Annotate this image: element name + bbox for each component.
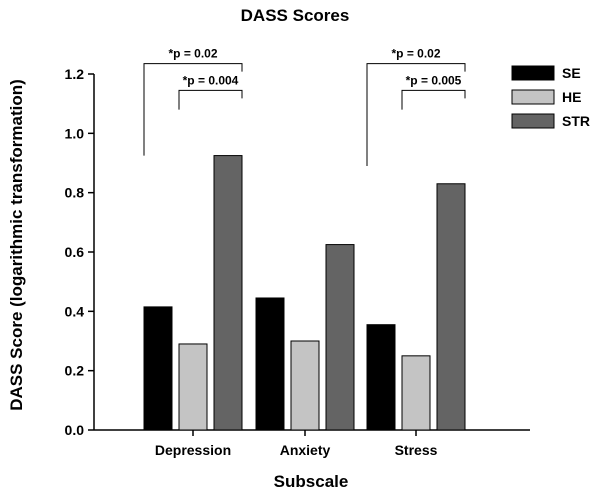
- significance-bracket: [178, 89, 243, 110]
- y-axis-label: DASS Score (logarithmic transformation): [7, 79, 26, 411]
- legend: SE HE STR: [511, 65, 590, 129]
- y-tick-label: 0.0: [65, 422, 85, 438]
- chart-title: DASS Scores: [241, 6, 350, 25]
- y-tick-label: 0.4: [65, 303, 85, 319]
- bar-str-stress: [436, 183, 466, 431]
- y-tick-label: 1.0: [65, 125, 85, 141]
- legend-label-se: SE: [562, 65, 581, 81]
- significance-bracket: [401, 89, 466, 110]
- bar-se-depression: [143, 306, 173, 431]
- legend-label-str: STR: [562, 113, 590, 129]
- bars: [143, 155, 466, 431]
- bar-str-depression: [213, 155, 243, 431]
- bar-he-depression: [178, 343, 208, 431]
- y-tick-label: 0.8: [65, 185, 85, 201]
- x-tick-label: Depression: [155, 442, 231, 458]
- x-axis-label: Subscale: [274, 472, 349, 491]
- significance-label: *p = 0.005: [406, 73, 462, 87]
- significance-label: *p = 0.02: [391, 47, 440, 61]
- bar-he-anxiety: [290, 340, 320, 431]
- x-tick-label: Stress: [395, 442, 438, 458]
- legend-swatch-str: [511, 113, 555, 129]
- bar-he-stress: [401, 355, 431, 431]
- significance-label: *p = 0.004: [183, 73, 239, 87]
- x-tick-label: Anxiety: [280, 442, 331, 458]
- y-tick-label: 0.6: [65, 244, 85, 260]
- y-tick-label: 1.2: [65, 66, 85, 82]
- y-tick-label: 0.2: [65, 363, 85, 379]
- legend-label-he: HE: [562, 89, 581, 105]
- legend-swatch-se: [511, 65, 555, 81]
- legend-swatch-he: [511, 89, 555, 105]
- bar-se-anxiety: [255, 297, 285, 431]
- significance-bracket: [143, 63, 243, 156]
- bar-str-anxiety: [325, 244, 355, 431]
- significance-bracket: [366, 63, 466, 166]
- bar-se-stress: [366, 324, 396, 431]
- significance-label: *p = 0.02: [168, 47, 217, 61]
- significance-annotations: *p = 0.02 *p = 0.004 *p = 0.02 *p = 0.005: [143, 47, 466, 166]
